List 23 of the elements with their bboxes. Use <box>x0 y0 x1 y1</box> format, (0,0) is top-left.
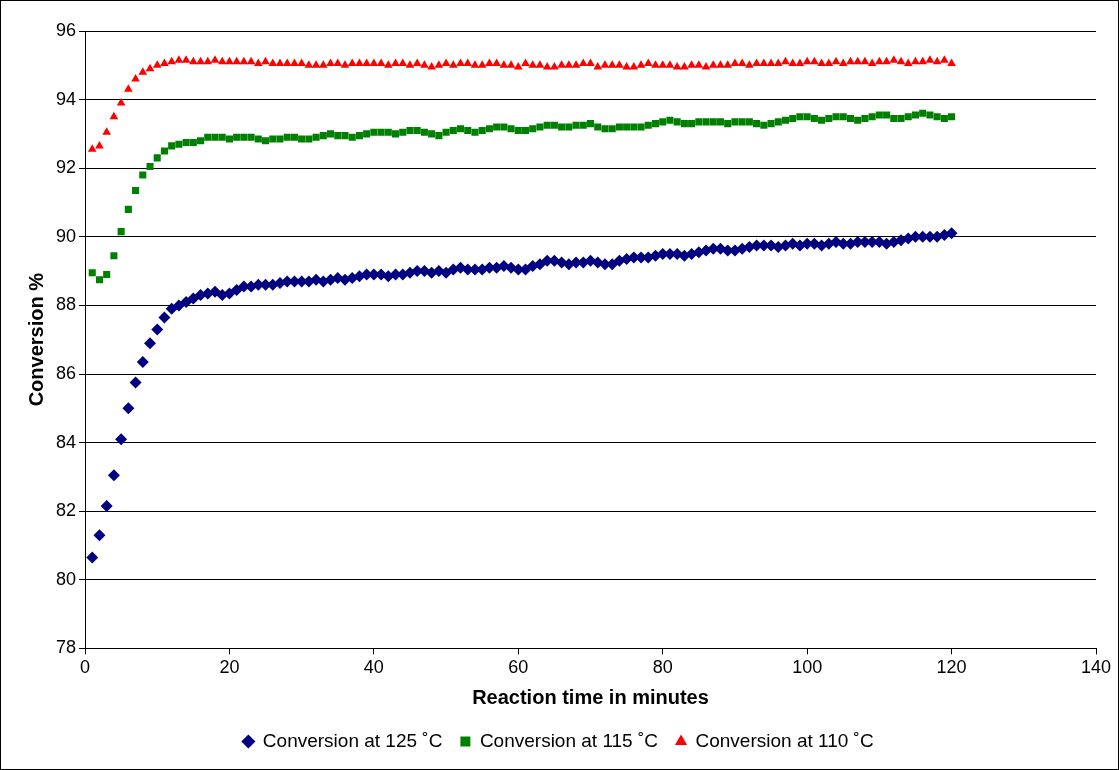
legend-label: Conversion at 115 ˚C <box>479 729 659 751</box>
x-tick-label: 0 <box>80 657 91 678</box>
y-axis-title: Conversion % <box>24 272 47 407</box>
legend-label: Conversion at 110 ˚C <box>695 729 874 751</box>
y-tick-label: 78 <box>55 637 77 658</box>
x-tick-label: 20 <box>219 657 240 678</box>
x-tick-label: 140 <box>1080 657 1112 678</box>
x-tick-label: 100 <box>792 657 823 678</box>
y-tick-label: 84 <box>55 431 77 452</box>
y-tick-label: 94 <box>55 88 77 109</box>
y-tick-label: 86 <box>55 362 77 383</box>
y-tick-label: 96 <box>55 19 77 40</box>
y-tick-label: 80 <box>55 568 77 589</box>
y-tick-label: 82 <box>55 500 77 521</box>
legend-label: Conversion at 125 ˚C <box>262 729 443 751</box>
x-tick-label: 60 <box>508 657 529 678</box>
x-axis-title: Reaction time in minutes <box>472 685 709 708</box>
y-tick-label: 90 <box>55 225 77 246</box>
x-tick-label: 120 <box>936 657 967 678</box>
x-tick-label: 40 <box>363 657 384 678</box>
y-tick-label: 92 <box>55 157 77 178</box>
x-tick-label: 80 <box>652 657 673 678</box>
y-tick-label: 88 <box>55 294 77 315</box>
